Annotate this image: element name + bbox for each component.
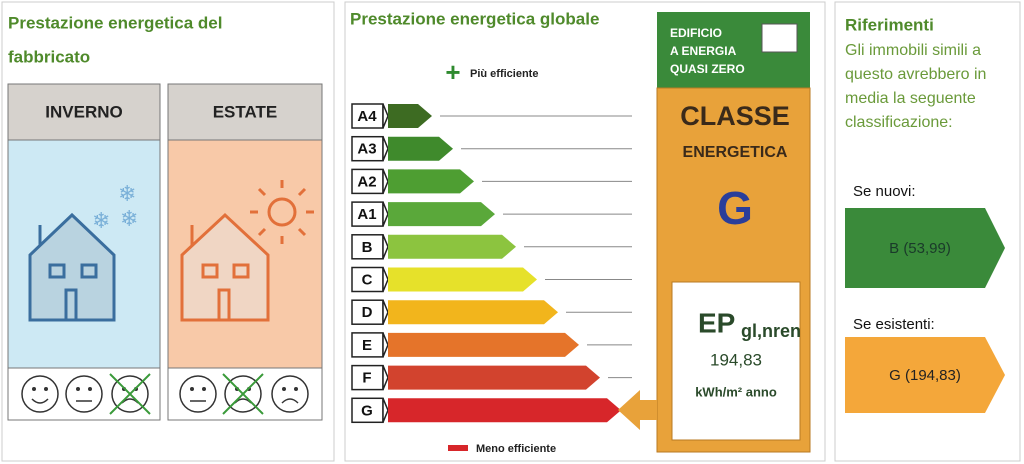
class-label-tip (382, 398, 389, 423)
season-header (7, 83, 161, 141)
scale-top-label: Più efficiente (470, 68, 538, 80)
ep-subscript: gl,nren (741, 321, 801, 341)
class-label: G (361, 402, 373, 419)
season-header (167, 83, 323, 141)
class-label: A1 (357, 206, 376, 223)
class-arrow (388, 234, 516, 259)
class-arrow (388, 300, 558, 325)
face-eye (294, 387, 298, 391)
season-label: ESTATE (213, 102, 278, 121)
class-arrow (388, 267, 537, 292)
panel-title: fabbricato (8, 47, 90, 66)
nzeb-label: QUASI ZERO (670, 62, 745, 76)
ep-unit: kWh/m² anno (695, 384, 777, 399)
class-title: ENERGETICA (683, 144, 788, 161)
class-label-box (351, 299, 384, 325)
class-label-box (351, 332, 384, 358)
scale-bottom-label: Meno efficiente (476, 443, 556, 455)
existing-value: G (194,83) (889, 367, 961, 384)
class-label-tip (382, 332, 389, 358)
class-indicator (618, 390, 657, 430)
class-arrow (388, 169, 474, 194)
minus-icon (448, 445, 468, 451)
class-label-tip (382, 136, 389, 161)
new-label: Se nuovi: (853, 183, 916, 200)
face-mouth (281, 398, 299, 404)
face-eye (76, 387, 80, 391)
class-label-tip (382, 103, 389, 129)
class-label-tip (382, 201, 389, 227)
plus-icon: + (445, 57, 460, 87)
class-label-tip (382, 234, 389, 260)
face-eye (282, 387, 286, 391)
house-icon: ❄ ❄ ❄ (28, 181, 138, 322)
rating-icons (21, 373, 309, 415)
ep-box (671, 281, 801, 441)
class-label-tip (382, 365, 389, 390)
face-icon (21, 375, 59, 413)
house-icon (180, 180, 314, 322)
class-label-tip (382, 267, 389, 292)
class-value: G (717, 182, 753, 234)
season-label: INVERNO (45, 102, 122, 121)
new-arrow (845, 208, 1005, 288)
references-line: Gli immobili simili a (845, 42, 981, 59)
ep-value: 194,83 (710, 350, 762, 369)
class-label: D (362, 304, 373, 321)
class-title: CLASSE (680, 101, 790, 131)
class-label-box (351, 135, 384, 162)
class-label: C (362, 271, 373, 288)
nzeb-label: A ENERGIA (670, 44, 737, 58)
references-line: media la seguente (845, 90, 976, 107)
panel-title: Prestazione energetica globale (350, 9, 599, 28)
class-arrow (388, 202, 495, 227)
snow-icon: ❄ (92, 208, 110, 233)
face-eye (88, 387, 92, 391)
new-value: B (53,99) (889, 240, 951, 257)
face-eye (32, 387, 36, 391)
existing-arrow (845, 337, 1005, 413)
class-label-tip (382, 169, 389, 194)
class-arrow (388, 365, 600, 390)
class-arrow (388, 104, 432, 128)
references-text: Gli immobili simili a questo avrebbero in… (845, 42, 986, 131)
references-line: questo avrebbero in (845, 66, 986, 83)
face-eye (202, 387, 206, 391)
class-label: A2 (357, 173, 376, 190)
panel-title: Prestazione energetica del (8, 13, 222, 32)
class-label: F (362, 370, 371, 387)
class-label-box (351, 364, 384, 391)
class-label-box (351, 168, 384, 195)
face-icon (179, 375, 217, 413)
class-label-tip (382, 299, 389, 325)
face-mouth (31, 398, 49, 404)
snow-icon: ❄ (118, 181, 136, 206)
class-label: A3 (357, 141, 376, 158)
class-label: E (362, 337, 372, 354)
face-icon (271, 375, 309, 413)
class-label: A4 (357, 108, 377, 125)
ep-label: EP (698, 307, 735, 338)
class-arrow (388, 136, 453, 161)
class-arrow (388, 332, 579, 357)
panel-title: Riferimenti (845, 15, 934, 34)
references-line: classificazione: (845, 114, 953, 131)
face-icon (65, 375, 103, 413)
face-cross (222, 373, 264, 415)
snow-icon: ❄ (120, 206, 138, 231)
nzeb-label: EDIFICIO (670, 26, 722, 40)
class-label: B (362, 239, 373, 256)
face-eye (44, 387, 48, 391)
class-arrow (388, 398, 621, 423)
face-icon (224, 375, 262, 413)
existing-label: Se esistenti: (853, 316, 935, 333)
nzeb-checkbox (761, 23, 798, 53)
face-cross (109, 373, 151, 415)
face-eye (190, 387, 194, 391)
face-icon (111, 375, 149, 413)
